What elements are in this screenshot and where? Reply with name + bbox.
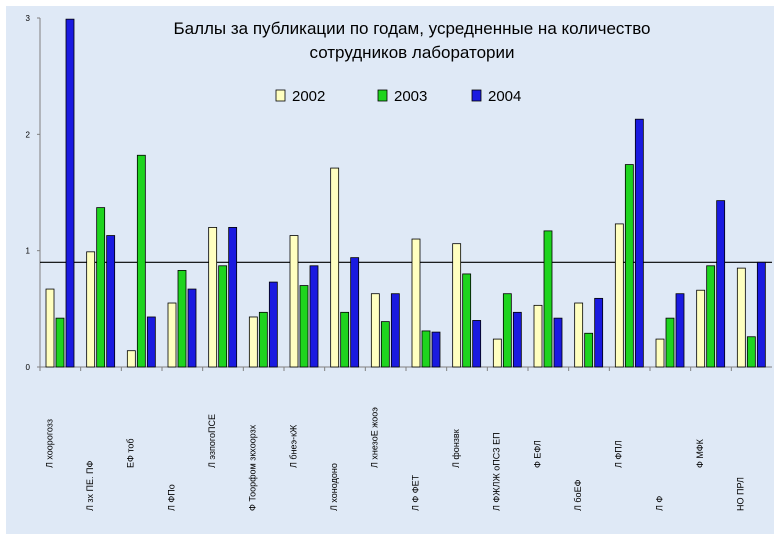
legend: 2002 2003 2004 bbox=[275, 88, 521, 105]
category-label: Л эзпогоПСЕ bbox=[207, 414, 217, 468]
category-label: Л хнезоЕ жооэ bbox=[370, 407, 380, 468]
category-label: Л фонзвк bbox=[451, 429, 461, 468]
bar-2003-5 bbox=[218, 265, 228, 368]
bar-2003-18 bbox=[746, 336, 756, 368]
bar-2003-14 bbox=[584, 332, 594, 368]
bar-2003-9 bbox=[380, 321, 390, 368]
y-tick-label: 0 bbox=[26, 363, 31, 372]
bar-2004-2 bbox=[106, 235, 116, 368]
legend-label-2003: 2003 bbox=[394, 88, 427, 105]
bar-2002-10 bbox=[411, 238, 421, 368]
bar-2003-1 bbox=[55, 317, 65, 368]
category-label: Л хонодоно bbox=[329, 463, 339, 511]
category-label: НО ПРЛ bbox=[736, 477, 746, 511]
category-label: Л Ф ФЕТ bbox=[410, 474, 420, 511]
bar-2004-7 bbox=[309, 265, 319, 368]
bar-2002-4 bbox=[167, 302, 177, 368]
bar-2003-11 bbox=[462, 273, 472, 368]
bar-2003-17 bbox=[706, 265, 716, 368]
category-label: Л хоорогозз bbox=[44, 419, 54, 468]
legend-swatch-2004 bbox=[471, 89, 482, 102]
y-tick-label: 3 bbox=[26, 14, 31, 23]
category-label: Л ФЖЛЖ оПСЗ ЕП bbox=[492, 432, 502, 511]
bar-2004-10 bbox=[431, 331, 441, 368]
chart-title-line-1: Баллы за публикации по годам, усредненны… bbox=[173, 19, 650, 38]
legend-swatch-2002 bbox=[275, 89, 286, 102]
category-label: Л зх ПЕ. ПФ bbox=[85, 461, 95, 511]
category-label: Л боЕФ bbox=[573, 479, 583, 511]
chart-title: Баллы за публикации по годам, усредненны… bbox=[173, 19, 650, 62]
bar-2002-11 bbox=[452, 243, 462, 368]
bar-2002-7 bbox=[289, 235, 299, 368]
y-tick-label: 2 bbox=[26, 130, 31, 139]
bar-2003-7 bbox=[299, 285, 309, 368]
bar-2002-3 bbox=[126, 350, 136, 368]
bar-2004-8 bbox=[350, 257, 360, 368]
bar-2004-11 bbox=[472, 320, 482, 368]
bar-2004-1 bbox=[65, 18, 75, 368]
bar-2002-14 bbox=[574, 302, 584, 368]
bar-2004-4 bbox=[187, 288, 197, 368]
bar-2003-12 bbox=[502, 293, 512, 368]
bar-2004-9 bbox=[390, 293, 400, 368]
category-label: Л ФПо bbox=[166, 484, 176, 511]
bar-2002-16 bbox=[655, 338, 665, 368]
bar-2004-18 bbox=[756, 261, 766, 368]
bar-2004-5 bbox=[228, 226, 238, 368]
bar-2004-14 bbox=[594, 297, 604, 368]
bar-2003-10 bbox=[421, 330, 431, 368]
category-label: Л бнеэ-кЖ bbox=[288, 424, 298, 468]
y-tick-label: 1 bbox=[26, 247, 31, 256]
bar-2002-18 bbox=[736, 267, 746, 368]
bar-chart: 0 1 2 3 Баллы за публикации по годам, усред… bbox=[26, 14, 772, 511]
bar-2003-15 bbox=[624, 164, 634, 368]
bar-2002-1 bbox=[45, 288, 55, 368]
bar-2004-17 bbox=[716, 200, 726, 368]
bar-2002-2 bbox=[86, 251, 96, 368]
bar-2004-16 bbox=[675, 293, 685, 368]
bar-2004-15 bbox=[634, 118, 644, 368]
bar-2004-3 bbox=[146, 316, 156, 368]
bar-2002-12 bbox=[492, 338, 502, 368]
bars bbox=[45, 18, 766, 368]
chart-title-line-2: сотрудников лаборатории bbox=[310, 43, 515, 62]
bar-2004-12 bbox=[512, 311, 522, 368]
category-label: Л ФПЛ bbox=[614, 440, 624, 468]
bar-2003-3 bbox=[136, 154, 146, 368]
bar-2004-13 bbox=[553, 317, 563, 368]
bar-2003-16 bbox=[665, 317, 675, 368]
bar-2003-4 bbox=[177, 270, 187, 368]
plot-area bbox=[39, 18, 772, 371]
category-label: Ф ЕФЛ bbox=[532, 440, 542, 468]
bar-2002-17 bbox=[696, 289, 706, 368]
legend-label-2004: 2004 bbox=[488, 88, 521, 105]
chart-slide: 0 1 2 3 Баллы за публикации по годам, усред… bbox=[6, 6, 774, 534]
bar-2002-9 bbox=[370, 293, 380, 368]
category-label: ЕФ тоб bbox=[126, 438, 136, 468]
bar-2002-13 bbox=[533, 304, 543, 368]
bar-2002-5 bbox=[208, 226, 218, 368]
legend-label-2002: 2002 bbox=[292, 88, 325, 105]
bar-2002-15 bbox=[614, 223, 624, 368]
bar-2003-8 bbox=[340, 311, 350, 368]
bar-2004-6 bbox=[268, 281, 278, 368]
bar-2002-6 bbox=[248, 316, 258, 368]
category-label: Ф МФК bbox=[695, 438, 705, 468]
bar-2002-8 bbox=[330, 167, 340, 368]
bar-2003-2 bbox=[96, 207, 106, 368]
y-axis: 0 1 2 3 bbox=[26, 14, 40, 372]
bar-2003-6 bbox=[258, 311, 268, 368]
category-label: Л Ф bbox=[654, 496, 664, 511]
x-axis-category-labels: Л хоорогозз Л зх ПЕ. ПФ ЕФ тоб Л ФПо Л эзпог… bbox=[44, 407, 745, 511]
category-label: Ф Тоорфом зкхоорзх bbox=[248, 424, 258, 511]
bar-2003-13 bbox=[543, 230, 553, 368]
legend-swatch-2003 bbox=[377, 89, 388, 102]
